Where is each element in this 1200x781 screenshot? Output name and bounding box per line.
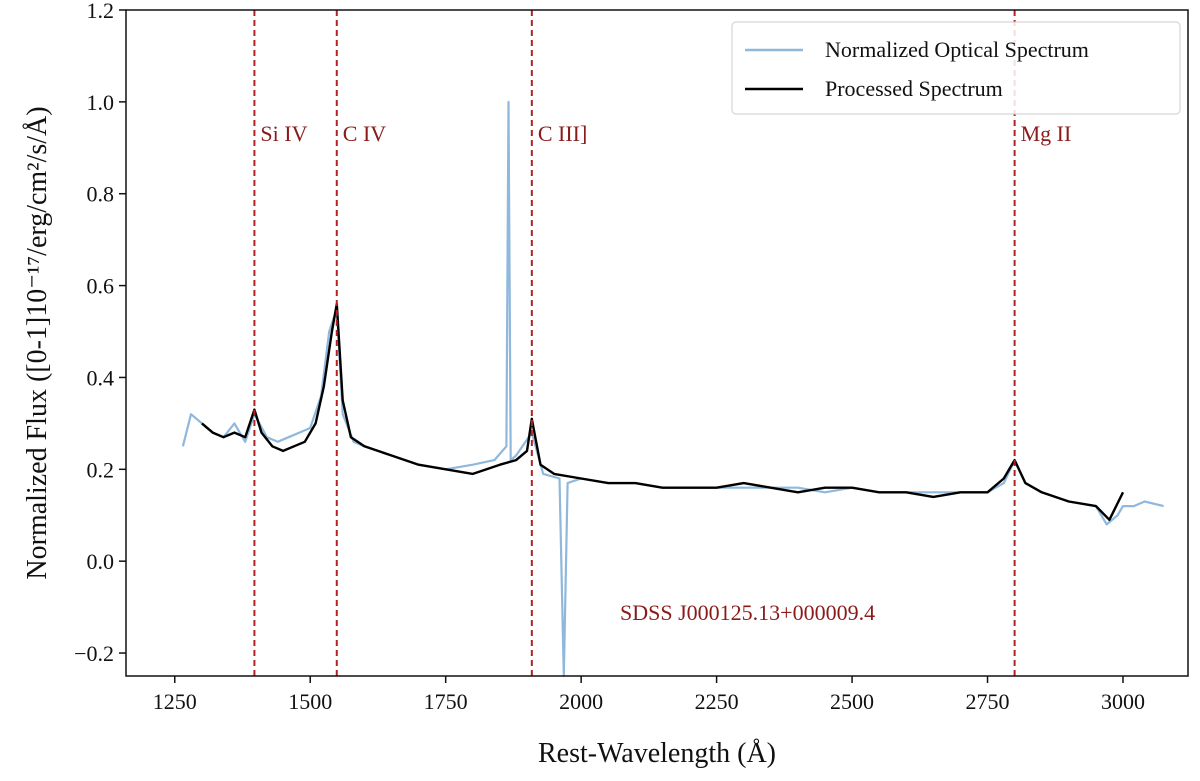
y-tick-label: 0.2 (87, 457, 115, 482)
x-axis-title: Rest-Wavelength (Å) (538, 738, 776, 769)
x-tick-label: 2750 (966, 689, 1010, 714)
series-line-processed (201, 302, 1125, 521)
x-tick-label: 2000 (559, 689, 603, 714)
series-layer (181, 100, 1164, 678)
emission-line-label-c-iii: C III] (538, 121, 587, 146)
x-tick-label: 1500 (288, 689, 332, 714)
y-tick-label: 0.0 (87, 549, 115, 574)
y-tick-label: 0.8 (87, 182, 115, 207)
legend-label-normalized: Normalized Optical Spectrum (825, 37, 1089, 62)
x-tick-label: 1250 (153, 689, 197, 714)
y-tick-label: 0.4 (87, 365, 115, 390)
x-tick-label: 2500 (830, 689, 874, 714)
x-tick-label: 1750 (424, 689, 468, 714)
tick-layer: 1250 1500 1750 2000 2250 2500 2750 3000 −0.2 0.0 0… (74, 0, 1145, 714)
y-tick-label: 1.0 (87, 90, 115, 115)
series-line-normalized (181, 100, 1164, 678)
plot-frame (125, 9, 1189, 677)
object-name-annotation: SDSS J000125.13+000009.4 (620, 600, 875, 625)
y-tick-label: 0.6 (87, 274, 115, 299)
emission-line-label-si-iv: Si IV (260, 121, 307, 146)
y-axis-title: Normalized Flux ([0-1]10⁻¹⁷/erg/cm²/s/Å) (22, 106, 53, 579)
x-tick-label: 3000 (1101, 689, 1145, 714)
x-tick-label: 2250 (695, 689, 739, 714)
y-tick-label: −0.2 (74, 641, 114, 666)
legend-label-processed: Processed Spectrum (825, 76, 1003, 101)
legend-box (731, 21, 1181, 115)
emission-line-layer: Si IV C IV C III] Mg II (253, 10, 1072, 676)
emission-line-label-mg-ii: Mg II (1021, 121, 1072, 146)
legend: Normalized Optical Spectrum Processed Sp… (731, 21, 1181, 115)
y-tick-label: 1.2 (87, 0, 115, 23)
emission-line-label-c-iv: C IV (343, 121, 387, 146)
